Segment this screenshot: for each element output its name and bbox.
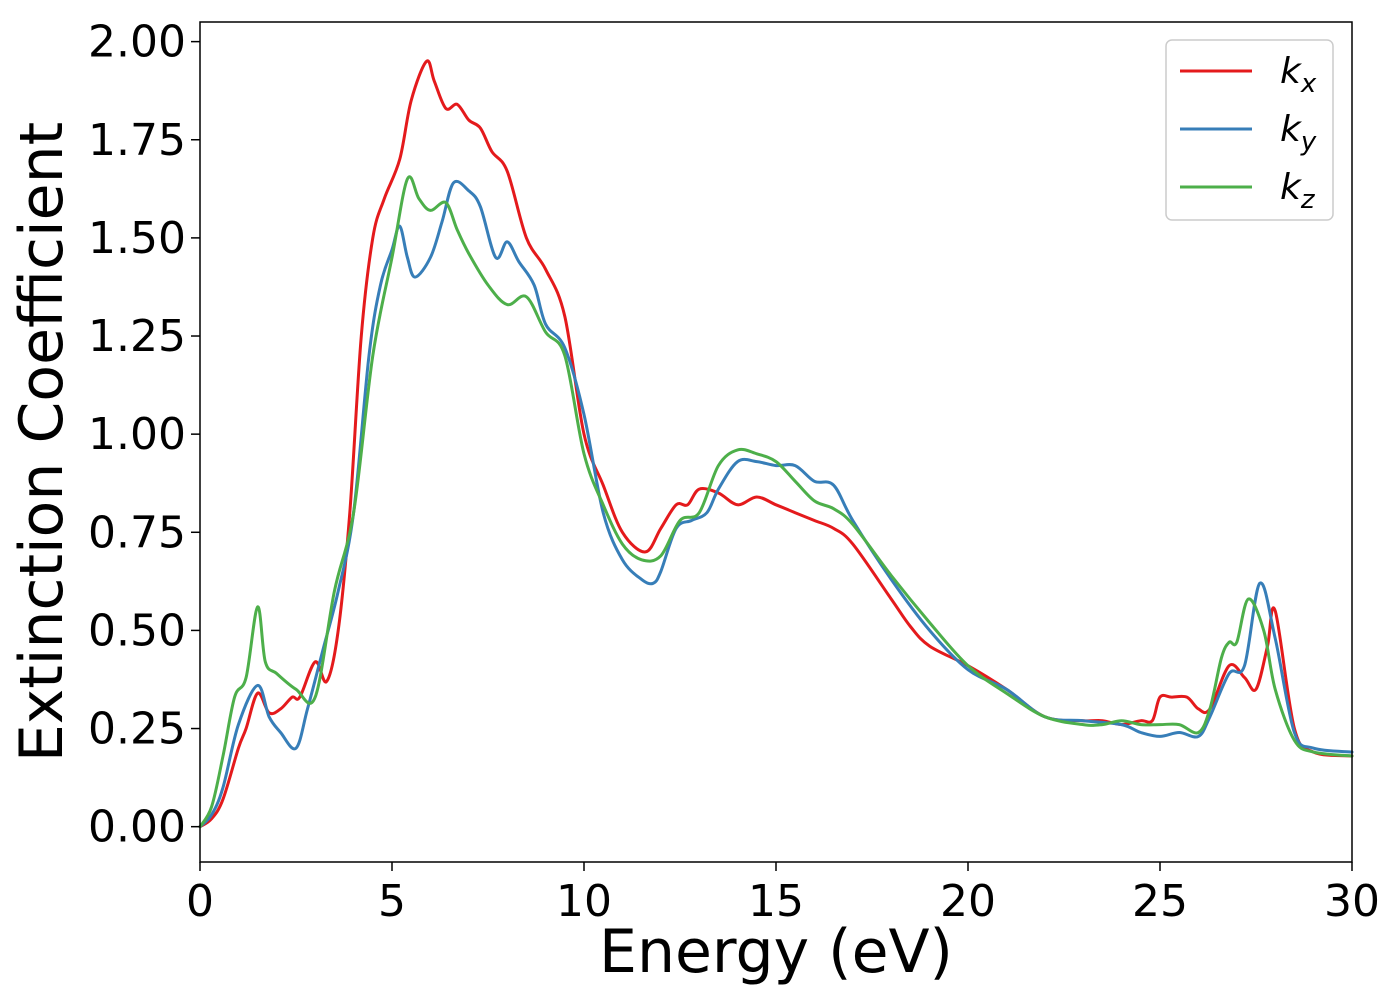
y-tick-label: 0.25	[88, 704, 186, 755]
legend: kx ky kz	[1165, 39, 1334, 221]
x-tick-label: 0	[186, 876, 214, 927]
x-tick-label: 30	[1324, 876, 1380, 927]
legend-label-kx: kx	[1280, 51, 1317, 99]
x-axis-title: Energy (eV)	[599, 917, 953, 987]
y-tick-label: 1.25	[88, 311, 186, 362]
y-axis-ticks: 0.00 0.25 0.50 0.75 1.00 1.25 1.50 1.75 2.00	[88, 17, 200, 853]
series-line-kz	[198, 175, 1354, 829]
y-tick-label: 0.00	[88, 802, 186, 853]
series-line-kx	[198, 59, 1354, 829]
legend-label-ky: ky	[1280, 109, 1317, 157]
y-tick-label: 0.50	[88, 605, 186, 656]
y-axis-title: Extinction Coefficient	[7, 122, 77, 762]
x-tick-label: 5	[378, 876, 406, 927]
legend-label-kz: kz	[1280, 167, 1316, 215]
y-tick-label: 1.50	[88, 213, 186, 264]
x-tick-label: 20	[940, 876, 996, 927]
plot-lines	[198, 59, 1354, 829]
y-tick-label: 2.00	[88, 17, 186, 68]
x-axis-ticks: 0 5 10 15 20 25 30	[186, 862, 1380, 927]
x-tick-label: 10	[556, 876, 612, 927]
y-tick-label: 1.75	[88, 115, 186, 166]
x-tick-label: 25	[1132, 876, 1188, 927]
y-tick-label: 1.00	[88, 409, 186, 460]
x-tick-label: 15	[748, 876, 804, 927]
y-tick-label: 0.75	[88, 507, 186, 558]
